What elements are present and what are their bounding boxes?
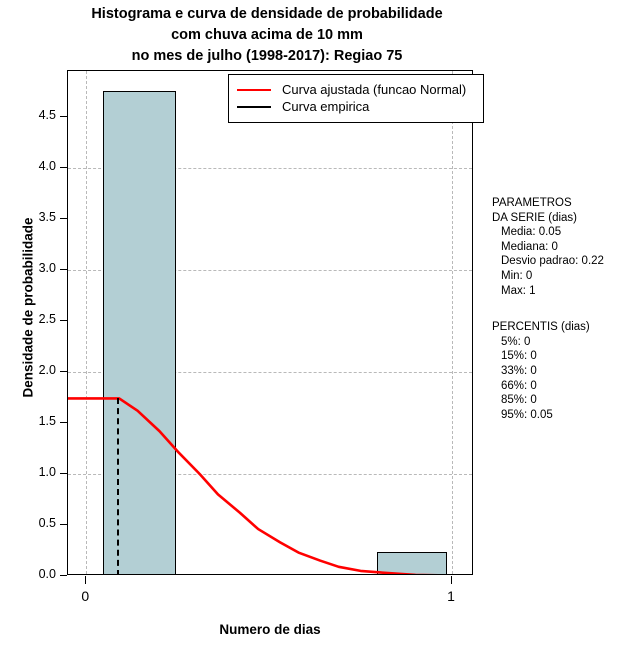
legend-label: Curva ajustada (funcao Normal) [282, 82, 467, 97]
parameter-item: Desvio padrao: 0.22 [501, 255, 604, 268]
y-tick-label: 2.0 [38, 362, 56, 377]
legend-label: Curva empirica [282, 99, 370, 114]
y-tick-mark [60, 319, 67, 321]
parameter-item: Min: 0 [501, 269, 533, 282]
y-tick-mark [60, 523, 67, 525]
parameter-item: Media: 0.05 [501, 226, 562, 239]
percentil-item: 66%: 0 [501, 379, 537, 392]
title-line-3: no mes de julho (1998-2017): Regiao 75 [131, 48, 403, 64]
legend-line-swatch [237, 88, 271, 91]
legend: Curva ajustada (funcao Normal) Curva empi… [228, 74, 484, 123]
percentil-item: 33%: 0 [501, 364, 537, 377]
parameters-heading-line-1: PARAMETROS [492, 197, 572, 209]
parameter-item: Max: 1 [501, 284, 536, 297]
gridline-horizontal [68, 167, 472, 169]
y-tick-mark [60, 421, 67, 423]
percentis-list: 5%: 0 15%: 0 33%: 0 66%: 0 85%: 0 95%: 0.05 [492, 335, 638, 423]
x-axis-label: Numero de dias [219, 622, 321, 637]
y-tick-label: 3.5 [38, 209, 56, 224]
plot-inner: 95% [68, 71, 472, 574]
legend-line-swatch [237, 105, 271, 108]
percentil-item: 95%: 0.05 [501, 408, 553, 421]
title-line-2: com chuva acima de 10 mm [171, 27, 363, 43]
gridline-vertical [452, 71, 454, 574]
x-tick-label: 0 [81, 588, 90, 604]
y-tick-label: 1.0 [38, 464, 56, 479]
fitted-normal-curve [68, 397, 439, 574]
y-axis-label: Densidade de probabilidade [20, 217, 36, 398]
y-tick-mark [60, 166, 67, 168]
y-tick-label: 3.0 [38, 260, 56, 275]
gridline-horizontal [68, 473, 472, 475]
y-tick-label: 4.0 [38, 158, 56, 173]
y-tick-label: 1.5 [38, 413, 56, 428]
y-tick-mark [60, 217, 67, 219]
parameter-item: Mediana: 0 [501, 240, 558, 253]
gridline-horizontal [68, 269, 472, 271]
stats-spacer [492, 298, 638, 320]
fitted-curve-layer [68, 397, 439, 574]
y-tick-mark [60, 115, 67, 117]
percentile-95-line [117, 398, 120, 574]
parameters-list: Media: 0.05 Mediana: 0 Desvio padrao: 0.22… [492, 225, 638, 298]
gridline-horizontal [68, 371, 472, 373]
plot-area: 95% [67, 70, 473, 575]
legend-item: Curva empirica [237, 98, 475, 115]
percentil-item: 5%: 0 [501, 335, 531, 348]
title-line-1: Histograma e curva de densidade de proba… [91, 6, 443, 22]
y-tick-label: 2.5 [38, 311, 56, 326]
y-tick-label: 0.5 [38, 515, 56, 530]
legend-item: Curva ajustada (funcao Normal) [237, 81, 475, 98]
page-title: Histograma e curva de densidade de proba… [0, 4, 534, 67]
percentil-item: 15%: 0 [501, 350, 537, 363]
x-tick-label: 1 [447, 588, 455, 604]
histogram-bar [377, 551, 447, 574]
percentil-item: 85%: 0 [501, 394, 537, 407]
x-tick-mark [451, 576, 453, 584]
y-tick-mark [60, 472, 67, 474]
parameters-heading-line-2: DA SERIE (dias) [492, 211, 577, 224]
percentis-heading: PERCENTIS (dias) [492, 321, 590, 334]
y-tick-mark [60, 370, 67, 372]
x-tick-mark [85, 576, 87, 584]
y-tick-mark [60, 268, 67, 270]
statistics-panel: PARAMETROS DA SERIE (dias) Media: 0.05 Me… [492, 196, 638, 422]
y-tick-label: 4.5 [38, 107, 56, 122]
y-tick-label: 0.0 [38, 567, 56, 581]
y-tick-mark [60, 575, 67, 576]
histogram-bar [102, 91, 176, 574]
gridline-vertical [86, 71, 88, 574]
